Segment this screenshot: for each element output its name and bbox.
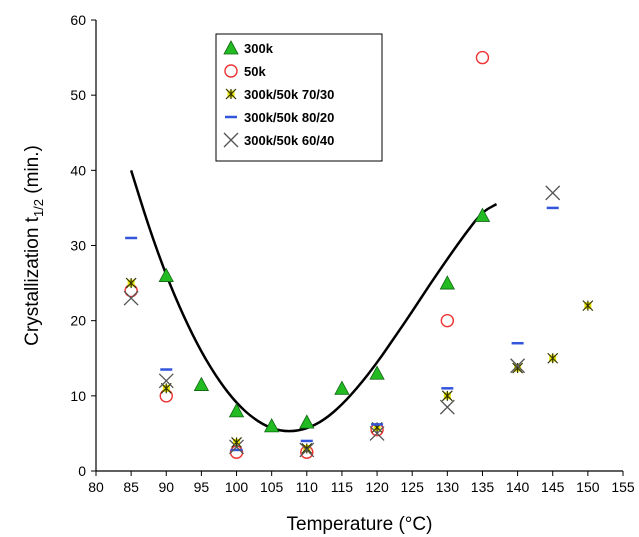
x-tick-label: 80	[88, 479, 104, 495]
data-point	[158, 267, 174, 282]
fit-curve-layer	[129, 169, 498, 433]
x-tick-label: 150	[576, 479, 600, 495]
y-axis-title-tail: (min.)	[22, 145, 43, 199]
legend-label: 300k	[244, 41, 274, 56]
data-point	[369, 425, 385, 441]
data-point	[228, 403, 245, 418]
legend-marker	[225, 88, 237, 100]
data-point	[158, 373, 174, 389]
data-point	[125, 277, 137, 289]
trend-curve	[129, 169, 498, 433]
x-tick-label: 125	[401, 479, 425, 495]
data-point	[440, 313, 455, 328]
data-point	[512, 362, 524, 374]
y-tick-label: 10	[70, 388, 86, 404]
x-tick-label: 110	[296, 479, 319, 495]
y-tick-label: 50	[70, 87, 86, 103]
x-tick-label: 95	[194, 479, 210, 495]
legend-label: 50k	[244, 64, 266, 79]
data-point	[510, 358, 526, 374]
x-axis-title: Temperature (°C)	[287, 514, 433, 535]
legend-marker	[223, 132, 239, 148]
data-point	[582, 300, 594, 312]
data-point	[439, 275, 456, 290]
y-axis-title: Crystallization t1/2 (min.)	[22, 145, 46, 346]
data-point	[123, 290, 139, 306]
legend-label: 300k/50k 60/40	[244, 133, 334, 148]
x-tick-label: 100	[225, 479, 249, 495]
series-2	[125, 277, 594, 454]
y-axis-title-main: Crystallization t	[22, 216, 43, 346]
x-tick-label: 90	[158, 479, 174, 495]
x-tick-label: 145	[541, 479, 565, 495]
data-point	[441, 390, 453, 402]
data-point	[299, 414, 315, 429]
data-point	[547, 352, 559, 364]
y-tick-label: 20	[70, 313, 86, 329]
series-3	[125, 206, 559, 452]
data-point	[545, 185, 561, 201]
data-point	[334, 380, 350, 395]
data-point	[229, 445, 244, 459]
data-point	[229, 439, 244, 455]
x-tick-label: 120	[365, 479, 389, 495]
x-tick-label: 135	[471, 479, 495, 495]
x-tick-label: 130	[436, 479, 460, 495]
data-point	[474, 207, 491, 222]
y-tick-label: 0	[78, 463, 86, 479]
data-point	[299, 442, 315, 458]
legend-swatch	[223, 132, 239, 148]
y-tick-label: 30	[70, 238, 86, 254]
data-point	[439, 399, 455, 415]
series-0	[158, 207, 491, 433]
data-point	[475, 50, 490, 65]
y-axis-title-subscript: 1/2	[31, 199, 46, 217]
y-tick-label: 60	[70, 12, 86, 28]
legend-label: 300k/50k 80/20	[244, 110, 334, 125]
legend-swatch	[223, 40, 239, 55]
data-points-layer	[123, 50, 594, 459]
data-point	[231, 437, 242, 448]
legend: 300k 50k 300k/50k 70/30 300k/50k 80/20 300k/…	[215, 33, 383, 162]
series-4	[123, 185, 561, 458]
data-point	[301, 443, 313, 454]
x-tick-label: 85	[123, 479, 139, 495]
y-tick-label: 40	[70, 162, 86, 178]
legend-swatch	[225, 88, 237, 100]
data-point	[193, 376, 210, 391]
axes: 80 85 90 95 100 105 110 115 120 125 130 135 140 145 15…	[70, 12, 634, 495]
data-point	[263, 418, 280, 433]
legend-box	[215, 33, 383, 162]
x-tick-label: 155	[611, 479, 635, 495]
legend-marker	[224, 64, 238, 78]
x-tick-label: 140	[506, 479, 530, 495]
x-tick-label: 115	[331, 479, 354, 495]
x-tick-label: 105	[260, 479, 284, 495]
legend-marker	[223, 40, 239, 55]
legend-swatch	[224, 64, 238, 78]
legend-label: 300k/50k 70/30	[244, 87, 334, 102]
data-point	[369, 365, 385, 380]
